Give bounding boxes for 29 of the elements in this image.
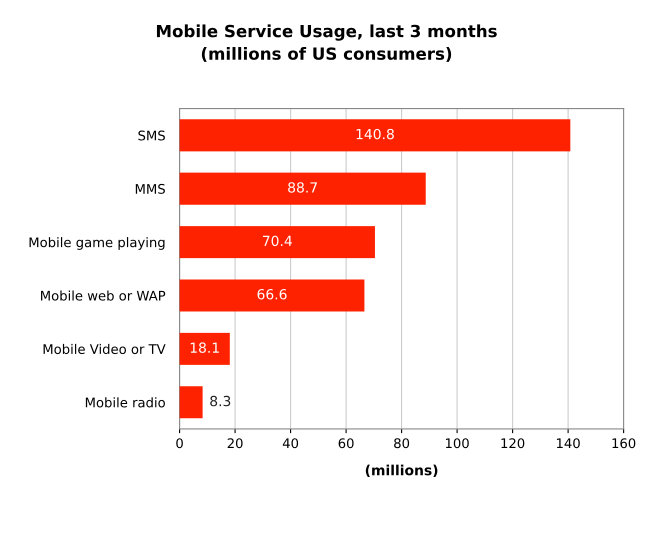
bar (180, 226, 375, 258)
y-tick-label: Mobile web or WAP (41, 290, 166, 301)
x-tick-label: 60 (338, 438, 354, 448)
x-tick-label: 120 (501, 438, 524, 448)
x-tick-label: 160 (612, 438, 636, 448)
x-tick-label: 80 (394, 438, 410, 448)
data-label: 66.6 (258, 289, 287, 300)
bar (180, 332, 230, 365)
x-tick-label: 20 (228, 438, 243, 448)
x-axis-title: (millions) (366, 464, 438, 478)
data-label: 88.7 (288, 182, 317, 193)
y-tick-label: Mobile Video or TV (44, 344, 166, 354)
bar (180, 279, 364, 312)
y-tick-label: MMS (136, 184, 165, 194)
bar (180, 386, 203, 418)
bar (180, 172, 426, 205)
x-tick-label: 140 (556, 438, 580, 448)
chart-title: Mobile Service Usage, last 3 months (millions of US consumers) (156, 24, 497, 62)
data-label: 70.4 (262, 236, 292, 246)
data-label: 8.3 (210, 396, 230, 406)
bar (180, 119, 570, 152)
x-tick-label: 100 (446, 438, 469, 448)
x-tick-label: 40 (282, 438, 298, 448)
x-tick-label: 0 (176, 438, 183, 448)
y-tick-label: Mobile game playing (30, 237, 164, 250)
data-label: 18.1 (190, 342, 219, 353)
data-label: 140.8 (356, 128, 394, 140)
y-tick-label: SMS (138, 130, 165, 140)
y-tick-label: Mobile radio (86, 397, 165, 408)
